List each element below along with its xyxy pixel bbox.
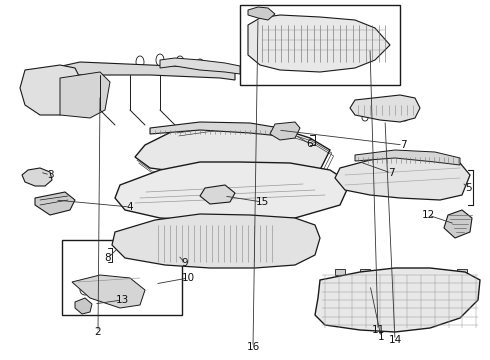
Circle shape: [266, 12, 270, 17]
Text: 7: 7: [388, 168, 394, 178]
Text: 5: 5: [465, 183, 471, 193]
Polygon shape: [248, 15, 390, 72]
Polygon shape: [150, 122, 280, 136]
Bar: [385, 269, 395, 275]
Polygon shape: [315, 268, 480, 332]
Text: 2: 2: [95, 327, 101, 337]
Bar: [155, 222, 275, 262]
Polygon shape: [355, 150, 460, 165]
Polygon shape: [135, 125, 330, 178]
Polygon shape: [115, 162, 350, 220]
Text: 1: 1: [378, 332, 384, 342]
Bar: [435, 269, 445, 275]
Polygon shape: [270, 122, 300, 140]
Text: 11: 11: [371, 325, 385, 335]
Polygon shape: [335, 155, 470, 200]
Bar: [335, 269, 345, 275]
Bar: [62, 240, 182, 315]
Polygon shape: [20, 65, 80, 115]
Polygon shape: [60, 72, 110, 118]
Text: 8: 8: [105, 253, 111, 263]
Text: 12: 12: [421, 210, 435, 220]
Polygon shape: [112, 214, 320, 268]
Polygon shape: [35, 62, 235, 82]
Bar: [240, 5, 400, 85]
Bar: [360, 269, 370, 275]
Polygon shape: [72, 275, 145, 308]
Text: 14: 14: [389, 335, 402, 345]
Text: 10: 10: [181, 273, 195, 283]
Text: 9: 9: [182, 258, 188, 268]
Text: 6: 6: [307, 139, 313, 149]
Text: 16: 16: [246, 342, 260, 352]
Text: 15: 15: [255, 197, 269, 207]
Bar: [410, 269, 420, 275]
Polygon shape: [22, 168, 52, 186]
Polygon shape: [35, 192, 75, 215]
Text: 7: 7: [400, 140, 406, 150]
Text: 13: 13: [115, 295, 129, 305]
Text: 3: 3: [47, 170, 53, 180]
Polygon shape: [75, 298, 92, 314]
Circle shape: [251, 10, 257, 16]
Polygon shape: [248, 7, 275, 20]
Polygon shape: [160, 58, 240, 74]
Polygon shape: [444, 210, 472, 238]
Text: 4: 4: [127, 202, 133, 212]
Polygon shape: [200, 185, 235, 204]
Polygon shape: [350, 95, 420, 122]
Circle shape: [76, 302, 83, 309]
Bar: [457, 269, 467, 275]
